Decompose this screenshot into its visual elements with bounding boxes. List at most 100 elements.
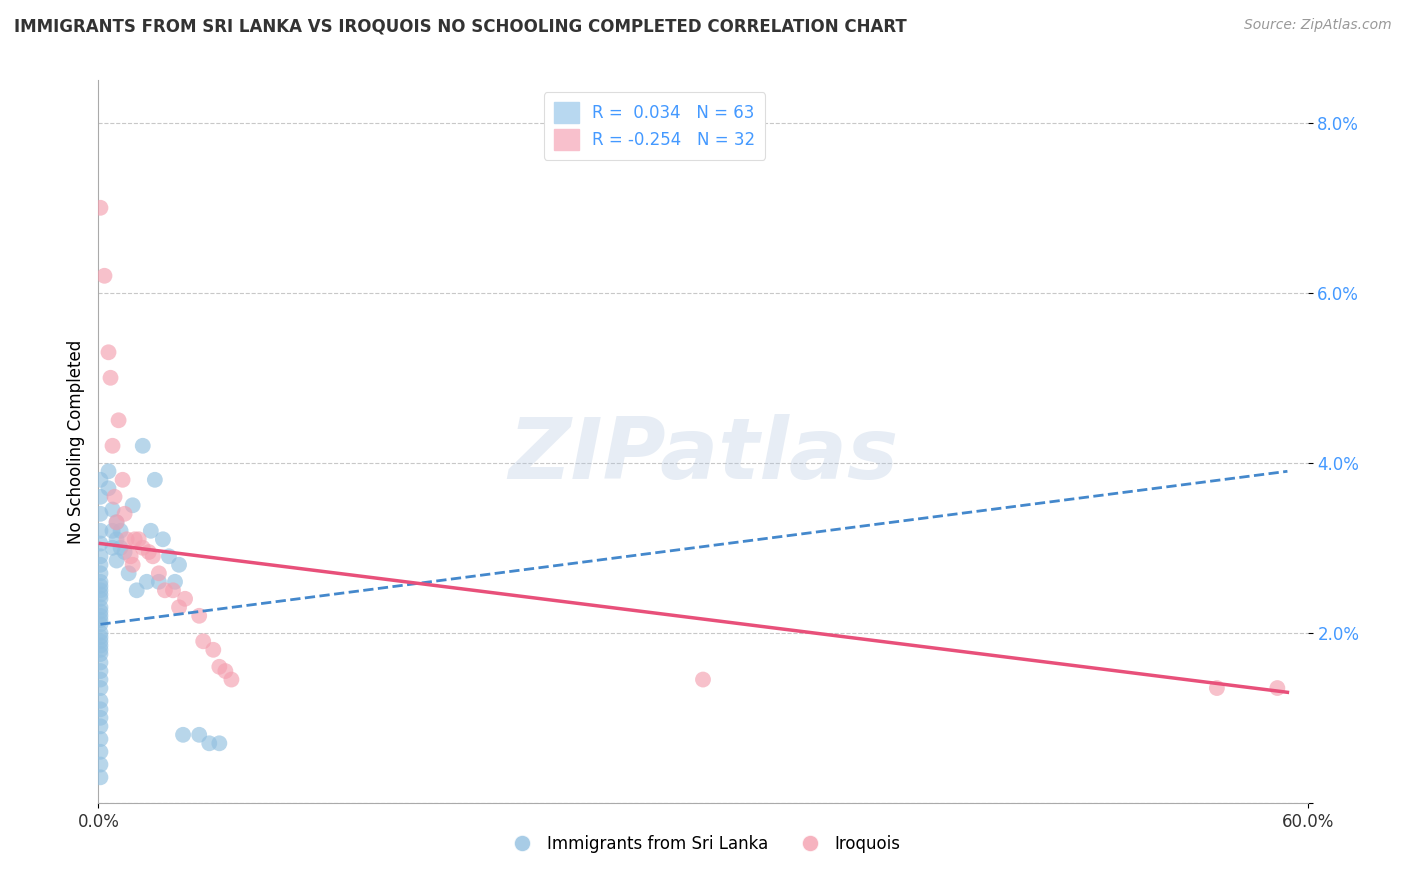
- Point: [202, 642, 225, 657]
- Point: [128, 533, 150, 547]
- Point: [143, 473, 166, 487]
- Point: [89, 634, 111, 648]
- Point: [89, 745, 111, 759]
- Point: [1267, 681, 1289, 695]
- Point: [174, 591, 197, 606]
- Point: [188, 728, 211, 742]
- Point: [208, 660, 231, 674]
- Point: [89, 608, 111, 623]
- Point: [89, 201, 111, 215]
- Point: [89, 566, 111, 581]
- Point: [121, 558, 143, 572]
- Legend: Immigrants from Sri Lanka, Iroquois: Immigrants from Sri Lanka, Iroquois: [499, 828, 907, 860]
- Point: [121, 498, 143, 512]
- Point: [198, 736, 221, 750]
- Point: [101, 502, 124, 516]
- Text: IMMIGRANTS FROM SRI LANKA VS IROQUOIS NO SCHOOLING COMPLETED CORRELATION CHART: IMMIGRANTS FROM SRI LANKA VS IROQUOIS NO…: [14, 18, 907, 36]
- Point: [89, 770, 111, 784]
- Point: [101, 524, 124, 538]
- Point: [89, 732, 111, 747]
- Point: [100, 371, 122, 385]
- Point: [89, 625, 111, 640]
- Point: [110, 524, 132, 538]
- Point: [89, 473, 111, 487]
- Point: [111, 473, 134, 487]
- Point: [221, 673, 243, 687]
- Point: [89, 524, 111, 538]
- Point: [89, 507, 111, 521]
- Point: [124, 533, 146, 547]
- Point: [89, 656, 111, 670]
- Point: [139, 524, 162, 538]
- Point: [118, 566, 141, 581]
- Point: [89, 549, 111, 564]
- Point: [89, 673, 111, 687]
- Point: [89, 574, 111, 589]
- Point: [89, 681, 111, 695]
- Point: [163, 574, 186, 589]
- Point: [103, 490, 125, 504]
- Point: [101, 439, 124, 453]
- Point: [89, 536, 111, 550]
- Point: [162, 583, 184, 598]
- Point: [105, 516, 128, 530]
- Point: [193, 634, 215, 648]
- Text: Source: ZipAtlas.com: Source: ZipAtlas.com: [1244, 18, 1392, 32]
- Text: ZIPatlas: ZIPatlas: [508, 415, 898, 498]
- Point: [114, 545, 136, 559]
- Point: [89, 591, 111, 606]
- Point: [89, 757, 111, 772]
- Point: [89, 579, 111, 593]
- Point: [132, 439, 155, 453]
- Point: [157, 549, 180, 564]
- Point: [692, 673, 714, 687]
- Point: [89, 600, 111, 615]
- Point: [138, 545, 160, 559]
- Point: [167, 558, 190, 572]
- Point: [172, 728, 194, 742]
- Point: [132, 541, 155, 555]
- Point: [153, 583, 176, 598]
- Point: [89, 664, 111, 678]
- Point: [107, 413, 129, 427]
- Point: [89, 617, 111, 632]
- Point: [135, 574, 157, 589]
- Point: [89, 558, 111, 572]
- Point: [101, 541, 124, 555]
- Point: [114, 507, 136, 521]
- Point: [148, 574, 170, 589]
- Point: [142, 549, 165, 564]
- Point: [148, 566, 170, 581]
- Point: [89, 702, 111, 716]
- Point: [89, 583, 111, 598]
- Point: [105, 553, 128, 567]
- Point: [110, 541, 132, 555]
- Point: [89, 639, 111, 653]
- Point: [89, 630, 111, 644]
- Point: [93, 268, 115, 283]
- Point: [97, 464, 120, 478]
- Point: [105, 533, 128, 547]
- Point: [1206, 681, 1229, 695]
- Point: [152, 533, 174, 547]
- Point: [188, 608, 211, 623]
- Point: [115, 533, 138, 547]
- Point: [214, 664, 236, 678]
- Point: [97, 481, 120, 495]
- Point: [120, 549, 142, 564]
- Point: [167, 600, 190, 615]
- Point: [89, 694, 111, 708]
- Point: [97, 345, 120, 359]
- Point: [208, 736, 231, 750]
- Point: [105, 516, 128, 530]
- Point: [89, 719, 111, 733]
- Point: [125, 583, 148, 598]
- Point: [89, 605, 111, 619]
- Point: [89, 490, 111, 504]
- Y-axis label: No Schooling Completed: No Schooling Completed: [66, 340, 84, 543]
- Point: [89, 647, 111, 661]
- Point: [89, 711, 111, 725]
- Point: [89, 613, 111, 627]
- Point: [89, 588, 111, 602]
- Point: [89, 642, 111, 657]
